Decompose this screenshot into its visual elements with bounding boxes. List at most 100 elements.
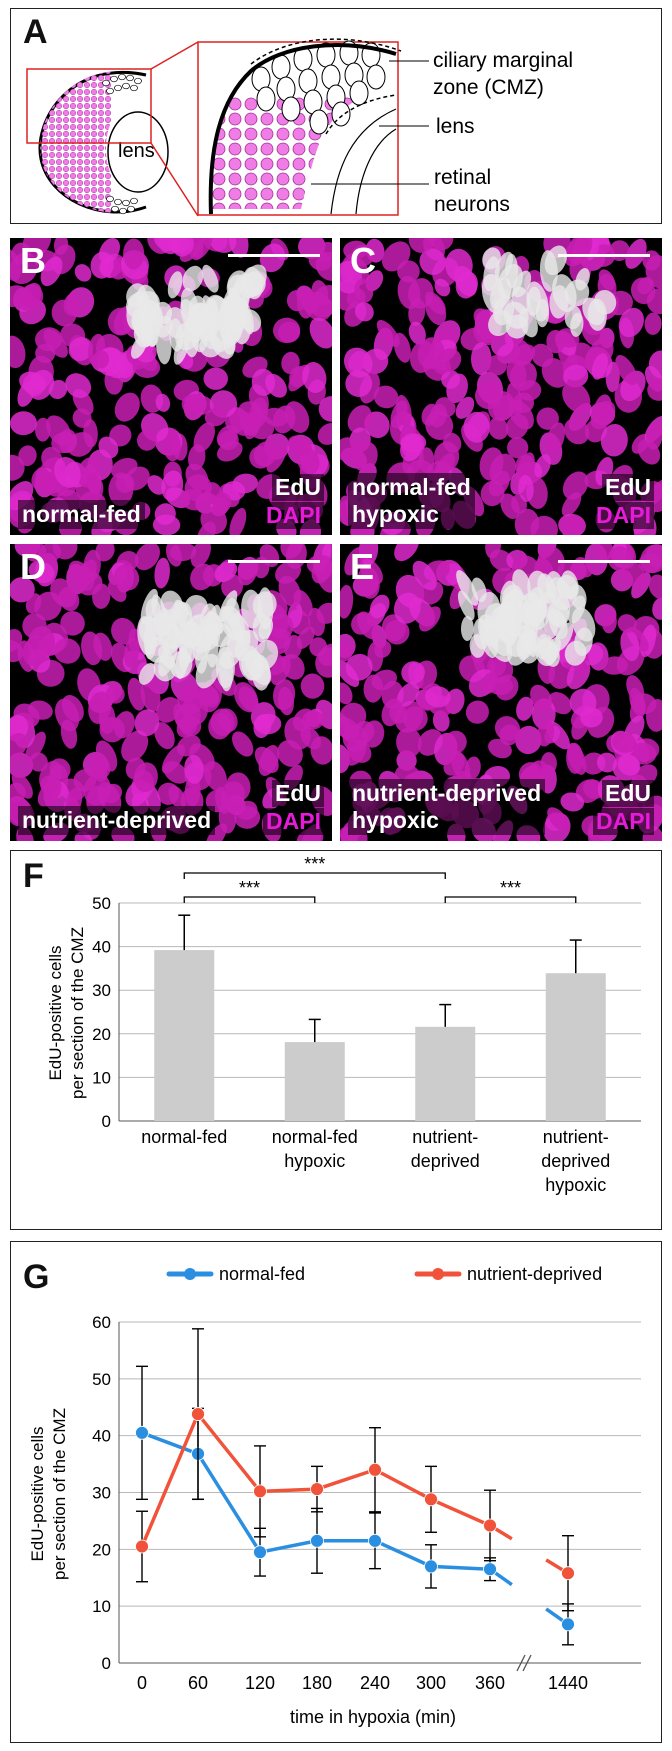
retinal-neuron-cell (55, 109, 63, 117)
retinal-neuron-cell (90, 123, 98, 131)
nucleus (95, 544, 115, 562)
nucleus (203, 761, 227, 792)
retinal-neuron-cell (55, 193, 63, 201)
nucleus (316, 602, 332, 624)
retinal-neuron-cell (83, 95, 91, 103)
bar (284, 1042, 345, 1121)
nucleus (435, 397, 456, 418)
nucleus (340, 744, 350, 774)
edu-nucleus (549, 285, 569, 319)
label-cmz-1: ciliary marginal (433, 49, 573, 72)
nucleus (629, 687, 646, 717)
retinal-neuron-cell (48, 95, 56, 103)
nucleus (401, 661, 425, 684)
nucleus (54, 456, 81, 488)
nucleus (489, 549, 514, 572)
retinal-neuron-cell (292, 187, 306, 201)
nucleus (300, 726, 322, 750)
retinal-neuron-cell (48, 123, 56, 131)
retinal-neuron-cell (62, 151, 70, 159)
nucleus (617, 754, 641, 776)
x-tick-label: 360 (475, 1673, 505, 1693)
y-tick-label: 20 (92, 1025, 111, 1044)
retinal-neuron-cell (76, 74, 84, 82)
nucleus (444, 730, 467, 754)
nucleus (648, 350, 662, 379)
y-axis-label: EdU-positive cells per section of the CMZ (46, 927, 87, 1099)
retinal-neuron-cell (69, 109, 77, 117)
nucleus (408, 278, 434, 309)
eye-schematic: lens ciliary marginal zone (CMZ) lens re… (26, 38, 573, 217)
edu-nucleus (227, 270, 248, 294)
retinal-neuron-cell (97, 74, 105, 82)
nucleus (228, 238, 249, 258)
nucleus (74, 831, 93, 841)
retinal-neuron-cell (39, 123, 42, 131)
nucleus (566, 742, 584, 774)
nucleus (25, 593, 42, 614)
retinal-neuron-cell (97, 95, 105, 103)
significance-bracket (183, 872, 446, 879)
nucleus (184, 754, 204, 784)
retinal-neuron-cell (90, 88, 98, 96)
x-tick-label: normal-fed (141, 1127, 227, 1147)
axis-break-mark (516, 1654, 526, 1672)
label-retinal-1: retinal (434, 166, 491, 189)
nucleus (514, 508, 540, 535)
retinal-neuron-cell (62, 200, 70, 208)
retinal-neuron-cell (48, 172, 56, 180)
retinal-neuron-cell (39, 193, 42, 201)
significance-label: *** (500, 878, 521, 898)
retinal-neuron-cell (292, 127, 306, 141)
nucleus (216, 425, 238, 448)
nucleus (61, 695, 84, 722)
nucleus (369, 594, 390, 619)
retinal-neuron-cell (244, 157, 258, 171)
retinal-neuron-cell (97, 179, 105, 187)
nucleus (286, 289, 308, 312)
x-tick-label: normal-fed hypoxic (272, 1127, 358, 1171)
retinal-neuron-cell (62, 165, 70, 173)
nucleus (621, 559, 647, 589)
edu-nucleus (152, 301, 173, 325)
nucleus (645, 424, 662, 450)
nucleus (28, 560, 55, 584)
bar (154, 950, 215, 1121)
retinal-neuron-cell (83, 102, 91, 110)
edu-label: EdU (602, 474, 654, 501)
panel-f: F 0 10 20 30 40 50 EdU-positive cells per secti… (10, 850, 662, 1230)
retinal-neuron-cell (39, 74, 42, 82)
nucleus (22, 635, 50, 667)
nucleus (510, 344, 536, 366)
nucleus (600, 423, 628, 457)
nucleus (546, 422, 565, 455)
nucleus (601, 610, 617, 634)
nucleus (281, 654, 305, 680)
edu-nucleus (137, 616, 156, 656)
nucleus (296, 626, 315, 649)
retinal-neuron-cell (69, 123, 77, 131)
nucleus (10, 577, 35, 603)
retinal-neuron-cell (69, 172, 77, 180)
nucleus (499, 724, 520, 746)
retinal-neuron-cell (97, 109, 105, 117)
cmz-cell (114, 198, 122, 206)
data-point (483, 1562, 497, 1577)
retinal-neuron-cell (276, 202, 290, 209)
nucleus (123, 238, 145, 270)
retinal-neuron-cell (83, 186, 91, 194)
retinal-neuron-cell (55, 88, 63, 96)
retinal-neuron-cell (276, 142, 290, 156)
nucleus (154, 557, 170, 589)
nucleus (301, 710, 325, 730)
edu-label: EdU (272, 474, 324, 501)
retinal-neuron-cell (83, 158, 91, 166)
cmz-cell (281, 96, 301, 122)
nucleus (433, 441, 460, 472)
retinal-neuron-cell (39, 116, 42, 124)
retinal-neuron-cell (90, 81, 98, 89)
cmz-cell (134, 77, 142, 85)
nucleus (434, 278, 451, 297)
retinal-neuron-cell (62, 109, 70, 117)
nucleus (455, 396, 475, 419)
